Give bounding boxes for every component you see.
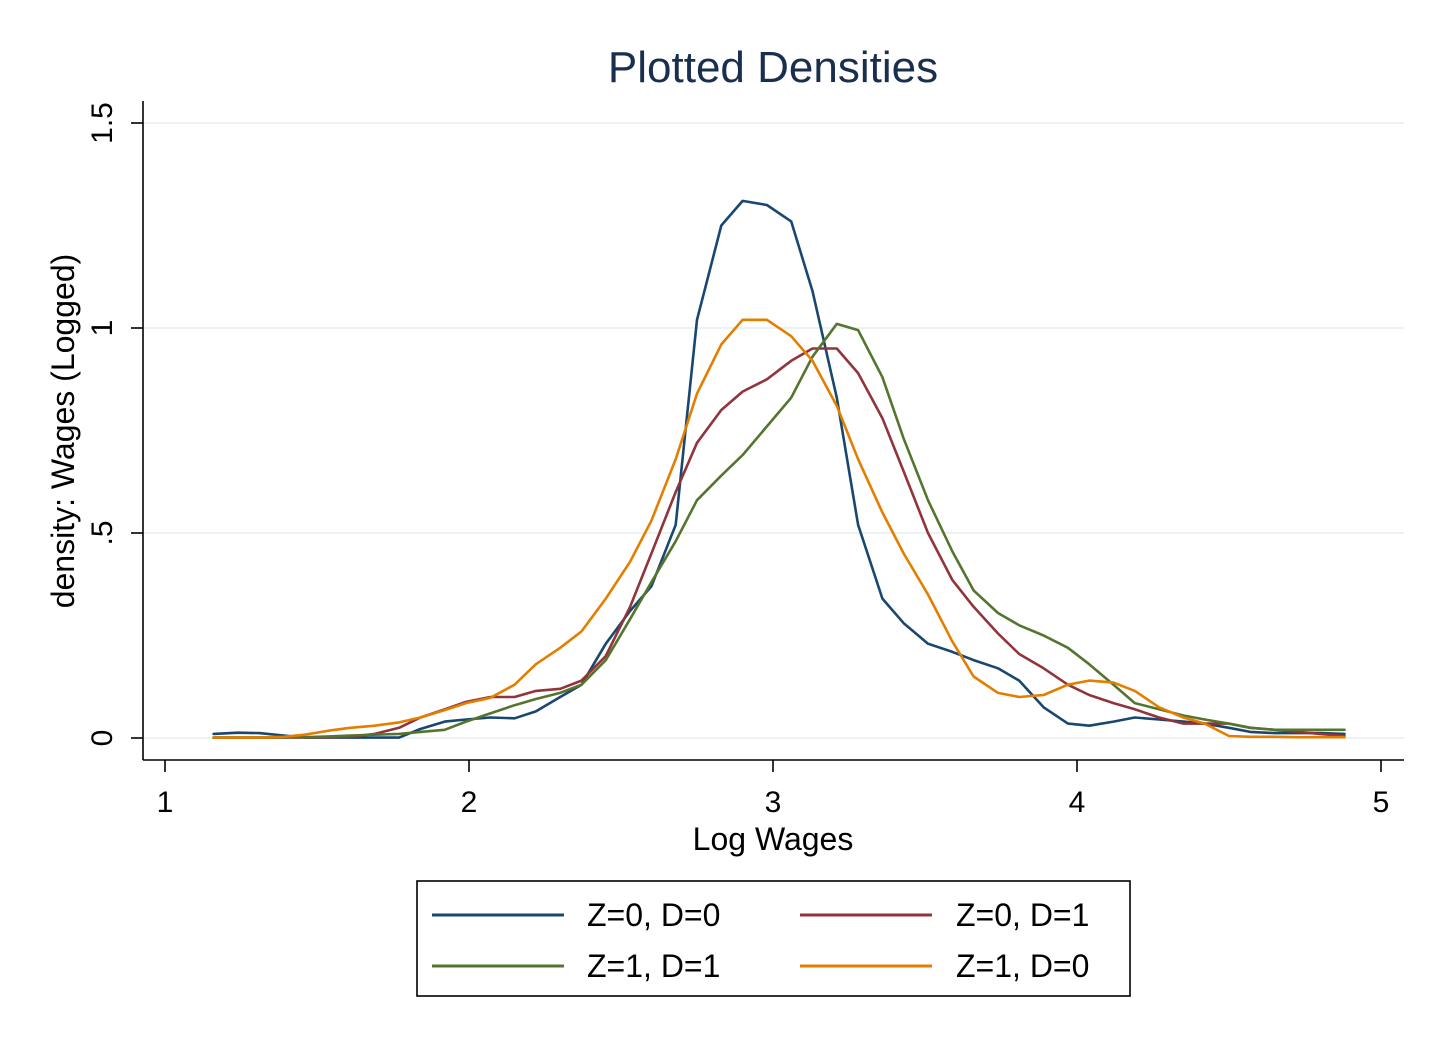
y-tick-label-2: 1 xyxy=(86,320,119,337)
series-line-0 xyxy=(212,199,1346,739)
y-axis-title: density: Wages (Logged) xyxy=(45,254,81,609)
legend-label-2: Z=1, D=1 xyxy=(587,948,720,984)
x-axis-title: Log Wages xyxy=(693,821,854,857)
legend-box xyxy=(416,880,1131,997)
y-tick-label-3: 1.5 xyxy=(86,102,119,144)
x-tick-label-3: 4 xyxy=(1069,786,1086,819)
y-tick-label-1: .5 xyxy=(86,520,119,545)
x-tick-label-2: 3 xyxy=(765,786,782,819)
y-tick-label-0: 0 xyxy=(86,730,119,747)
series-line-1 xyxy=(212,347,1346,739)
x-tick-label-0: 1 xyxy=(157,786,174,819)
series-line-3 xyxy=(212,318,1346,739)
series-line-2 xyxy=(212,322,1346,739)
legend: Z=0, D=0 Z=0, D=1 Z=1, D=1 Z=1, D=0 xyxy=(416,880,1131,997)
y-axis-ticks: 0 .5 1 1.5 xyxy=(86,102,143,746)
series-lines xyxy=(212,199,1346,739)
x-tick-label-4: 5 xyxy=(1373,786,1390,819)
legend-label-3: Z=1, D=0 xyxy=(956,948,1089,984)
x-tick-label-1: 2 xyxy=(461,786,478,819)
x-axis-ticks: 1 2 3 4 5 xyxy=(157,760,1390,819)
chart-title: Plotted Densities xyxy=(608,43,938,92)
legend-label-0: Z=0, D=0 xyxy=(587,897,720,933)
legend-label-1: Z=0, D=1 xyxy=(956,897,1089,933)
